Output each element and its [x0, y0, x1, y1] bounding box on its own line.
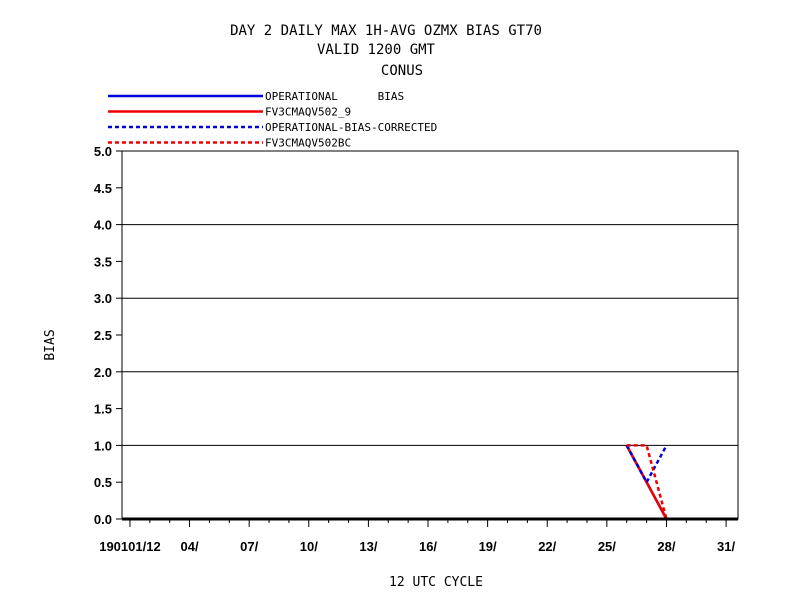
legend-label-2: OPERATIONAL-BIAS-CORRECTED [265, 121, 437, 134]
y-tick-label: 3.5 [94, 254, 112, 269]
y-tick-label: 3.0 [94, 291, 112, 306]
y-tick-label: 1.0 [94, 438, 112, 453]
series-line-3 [626, 444, 668, 520]
y-tick-label: 0.5 [94, 475, 112, 490]
y-tick-label: 5.0 [94, 144, 112, 159]
x-tick-label: 04/ [181, 539, 199, 554]
legend-label-0: OPERATIONAL BIAS [265, 90, 404, 103]
y-tick-label: 0.0 [94, 512, 112, 527]
x-tick-label: 13/ [359, 539, 377, 554]
x-tick-label: 22/ [538, 539, 556, 554]
y-tick-label: 2.5 [94, 328, 112, 343]
x-tick-label: 07/ [240, 539, 258, 554]
x-tick-label: 190101/12 [99, 539, 160, 554]
x-axis-ticks: 190101/12 04/07/10/13/16/19/22/25/28/31/ [99, 519, 735, 554]
x-tick-label: 16/ [419, 539, 437, 554]
x-tick-label: 31/ [717, 539, 735, 554]
y-axis-label: BIAS [43, 329, 58, 360]
x-axis-label: 12 UTC CYCLE [389, 575, 483, 590]
y-axis-ticks: 0.0 0.5 1.0 1.5 2.0 2.5 3.0 3.5 4.0 4.5 5.0 [94, 144, 122, 527]
x-tick-label: 19/ [479, 539, 497, 554]
series-line-1 [625, 444, 668, 520]
x-tick-label: 28/ [657, 539, 675, 554]
y-tick-label: 4.5 [94, 181, 112, 196]
chart-title-line-1: DAY 2 DAILY MAX 1H-AVG OZMX BIAS GT70 [230, 23, 542, 39]
x-tick-label: 10/ [300, 539, 318, 554]
y-tick-label: 2.0 [94, 365, 112, 380]
legend-label-3: FV3CMAQV502BC [265, 137, 351, 150]
chart-legend: OPERATIONAL BIAS FV3CMAQV502_9 OPERATIONAL… [108, 90, 437, 150]
chart-series [625, 444, 668, 520]
chart-title-line-3: CONUS [381, 63, 423, 79]
plot-area-frame [121, 150, 739, 520]
series-line-2 [625, 444, 668, 485]
x-tick-label: 25/ [598, 539, 616, 554]
legend-label-1: FV3CMAQV502_9 [265, 106, 351, 119]
chart-title: DAY 2 DAILY MAX 1H-AVG OZMX BIAS GT70 VA… [230, 23, 542, 79]
chart-title-line-2: VALID 1200 GMT [317, 42, 436, 58]
y-tick-label: 4.0 [94, 218, 112, 233]
y-tick-label: 1.5 [94, 402, 112, 417]
y-gridlines [122, 224, 738, 446]
